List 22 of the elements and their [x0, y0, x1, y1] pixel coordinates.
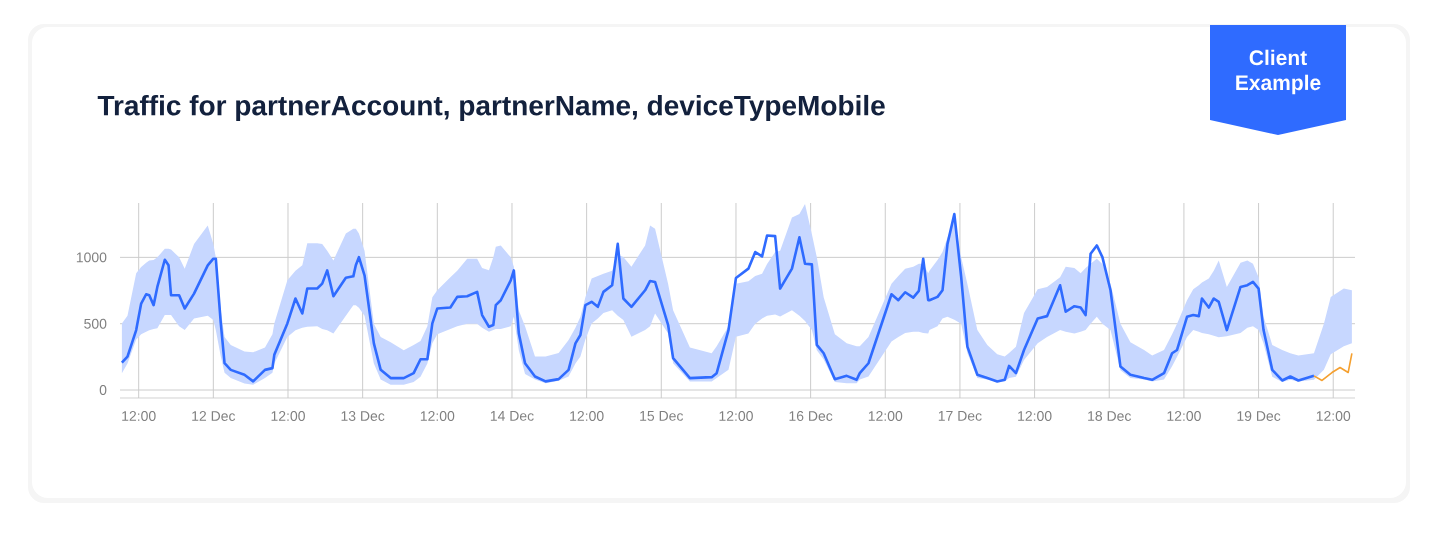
x-tick-label: 19 Dec — [1237, 411, 1281, 421]
x-tick-label: 13 Dec — [341, 411, 385, 421]
chart-title: Traffic for partnerAccount, partnerName, deviceTypeMobile — [97, 94, 885, 122]
x-tick-label: 12:00 — [1316, 411, 1351, 421]
x-tick-label: 15 Dec — [640, 411, 684, 421]
x-tick-label: 12:00 — [271, 411, 305, 421]
y-tick-label: 0 — [99, 385, 107, 395]
text: Client Example — [1236, 49, 1321, 95]
y-tick-label: 1000 — [76, 252, 107, 263]
x-tick-label: 12:00 — [1167, 411, 1201, 421]
x-tick-label: 12:00 — [868, 411, 903, 421]
y-tick-label: 500 — [84, 318, 107, 329]
x-tick-label: 12 Dec — [192, 411, 236, 421]
x-tick-label: 12:00 — [420, 411, 455, 421]
x-tick-label: 16 Dec — [789, 411, 833, 421]
x-tick-label: 14 Dec — [490, 411, 534, 421]
x-tick-label: 12:00 — [1018, 411, 1052, 421]
x-tick-label: 12:00 — [719, 411, 753, 421]
x-tick-label: 17 Dec — [938, 411, 982, 421]
x-tick-label: 18 Dec — [1088, 411, 1132, 421]
x-tick-label: 12:00 — [122, 411, 156, 421]
x-tick-label: 12:00 — [570, 411, 604, 421]
